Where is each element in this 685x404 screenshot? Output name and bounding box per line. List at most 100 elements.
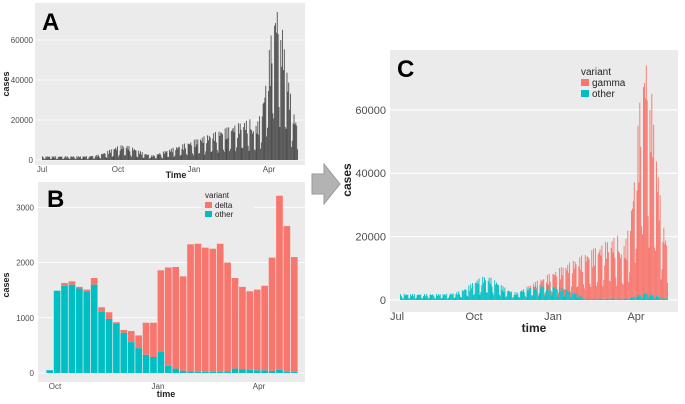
panel-a-ytick: 0 [29, 156, 34, 165]
panel-c-bar-gamma [610, 247, 612, 299]
panel-a-bar [78, 156, 80, 160]
panel-b-bar-other [142, 354, 150, 373]
panel-c-bar-gamma [631, 210, 632, 298]
panel-a-bar [286, 72, 288, 160]
panel-a-bar [152, 156, 154, 160]
panel-c-bar-gamma [593, 248, 595, 299]
panel-a-bar [110, 149, 112, 160]
panel-c-bar-other [618, 298, 620, 300]
panel-c-bar-other [526, 287, 528, 300]
panel-c-bar-other [519, 297, 521, 300]
panel-a-bar [184, 143, 186, 160]
panel-c-bar-other [630, 297, 632, 300]
panel-b-bar-other [231, 368, 239, 373]
panel-a-bar [282, 70, 284, 160]
panel-c-bar-gamma [591, 250, 593, 299]
panel-a-bar [170, 148, 172, 160]
panel-a-bar [112, 156, 114, 160]
panel-a-bar [248, 150, 250, 160]
panel-c-bar-gamma [612, 252, 614, 299]
panel-c-bar-other [400, 296, 402, 300]
panel-a-bar [177, 148, 178, 160]
panel-c-bar-other [535, 290, 537, 300]
panel-c-bar-gamma [541, 281, 543, 288]
panel-b-bar-other [194, 371, 202, 373]
panel-c-bar-gamma [546, 282, 547, 290]
panel-c-bar-gamma [578, 266, 580, 296]
panel-c-bar-other [592, 299, 594, 300]
panel-a-bar [224, 128, 226, 160]
panel-b-bar-delta [187, 244, 194, 372]
panel-a-bar [214, 140, 216, 160]
panel-a-bar [42, 157, 44, 160]
panel-c-bar-other [435, 298, 437, 300]
panel-a-bar [187, 143, 189, 160]
panel-c-bar-other [540, 285, 542, 300]
panel-a-bar [124, 155, 126, 160]
panel-a-bar [292, 123, 294, 160]
panel-b-legend-delta: delta [215, 201, 233, 210]
panel-a-ylabel: cases [1, 71, 11, 96]
panel-b-bar-other [187, 371, 194, 373]
panel-c-bar-gamma [569, 262, 571, 290]
panel-a-bar [85, 157, 87, 160]
panel-a-bar [177, 147, 179, 160]
panel-c-bar-gamma [597, 254, 599, 299]
panel-c-bar-other [434, 297, 436, 300]
panel-c-bar-other [401, 297, 403, 300]
panel-c-bar-gamma [529, 287, 531, 290]
arrow-right-icon [311, 162, 341, 206]
panel-a-bar [146, 154, 148, 160]
panel-c-bar-other [617, 298, 619, 300]
panel-c-ylabel: cases [340, 163, 354, 197]
panel-a-bar [103, 153, 105, 160]
panel-c-bar-gamma [566, 270, 568, 291]
panel-a-bar [231, 129, 233, 160]
panel-c-bar-other [471, 288, 473, 300]
panel-c-bar-other [447, 298, 449, 300]
panel-c-bar-other [563, 296, 565, 300]
panel-a-bar [117, 146, 118, 160]
panel-a-bar [235, 151, 237, 160]
panel-c-bar-other [626, 298, 628, 300]
panel-a-bar [136, 156, 138, 160]
panel-a-bar [239, 123, 241, 160]
panel-b-bar-other [283, 371, 291, 373]
panel-c-bar-other [404, 295, 406, 300]
panel-c-bar-gamma [647, 216, 649, 298]
panel-c-bar-other [514, 292, 516, 300]
panel-c-bar-other [665, 298, 667, 300]
panel-a-bar [240, 129, 242, 160]
panel-a-bar [195, 139, 197, 160]
panel-a-bar [49, 156, 50, 160]
panel-a-xlabel: Time [166, 170, 187, 180]
panel-a-bar [162, 158, 163, 160]
panel-b-bar-delta [246, 291, 254, 370]
panel-c-bar-gamma [531, 295, 533, 296]
panel-c-bar-gamma [655, 250, 656, 299]
panel-a-label: A [42, 9, 59, 36]
panel-a-bar [49, 158, 51, 160]
panel-a-bar [166, 150, 168, 160]
panel-a-bar [163, 153, 165, 160]
panel-a-bar [209, 137, 211, 160]
panel-c-bar-other [524, 295, 526, 300]
panel-c-bar-gamma [599, 249, 601, 299]
panel-c-bar-other [528, 287, 530, 300]
panel-a-bar [76, 156, 78, 160]
panel-c-bar-gamma [538, 292, 540, 295]
panel-b-bar-other [276, 369, 283, 373]
panel-a-bar [94, 156, 96, 160]
panel-a-bar [285, 128, 287, 160]
panel-a-bar [284, 126, 286, 160]
panel-c-bar-other [487, 280, 489, 300]
panel-a-bar [250, 129, 252, 160]
panel-c-bar-gamma [614, 258, 616, 299]
panel-c-bar-other [588, 298, 590, 300]
panel-a-bar [122, 145, 124, 160]
panel-b-bar-other [76, 288, 83, 373]
panel-c-bar-other [478, 278, 480, 300]
panel-a-bar [43, 158, 45, 160]
panel-c-bar-other [424, 296, 426, 300]
panel-a-bar [263, 102, 265, 160]
